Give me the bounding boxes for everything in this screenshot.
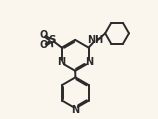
Text: NH: NH — [87, 35, 103, 45]
Text: S: S — [48, 35, 55, 45]
Text: O: O — [40, 30, 48, 40]
Text: N: N — [57, 57, 65, 67]
Text: N: N — [71, 105, 79, 115]
Text: N: N — [85, 57, 94, 67]
Text: O: O — [40, 40, 48, 50]
